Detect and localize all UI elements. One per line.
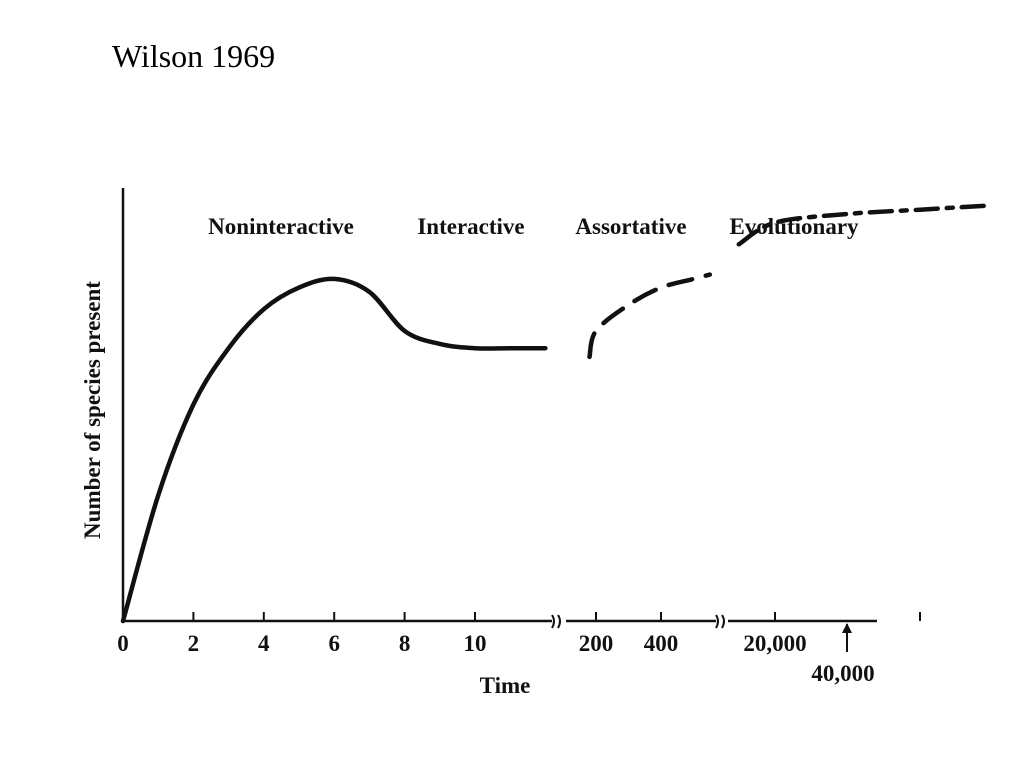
- x-tick-label: 400: [644, 631, 679, 656]
- x-tick-label: 2: [188, 631, 200, 656]
- series-line-2: [587, 272, 713, 360]
- phase-label: Noninteractive: [208, 214, 354, 239]
- annotation-arrow-head: [842, 623, 852, 633]
- x-tick-label: 200: [579, 631, 614, 656]
- series-line-1: [120, 276, 548, 624]
- x-tick-label: 6: [328, 631, 340, 656]
- slide-title: Wilson 1969: [112, 38, 276, 74]
- axis-break-1: [551, 614, 561, 629]
- phase-label: Assortative: [575, 214, 686, 239]
- axis-break-2: [715, 614, 725, 629]
- x-tick-label: 10: [464, 631, 487, 656]
- series-line-3: [736, 203, 995, 247]
- x-tick-label: 4: [258, 631, 270, 656]
- x-axis-label: Time: [480, 673, 531, 698]
- x-tick-label: 20,000: [743, 631, 806, 656]
- y-axis-label: Number of species present: [80, 281, 105, 539]
- annotation-label: 40,000: [811, 661, 874, 686]
- x-tick-label: 8: [399, 631, 411, 656]
- x-tick-label: 0: [117, 631, 129, 656]
- phase-label: Interactive: [417, 214, 524, 239]
